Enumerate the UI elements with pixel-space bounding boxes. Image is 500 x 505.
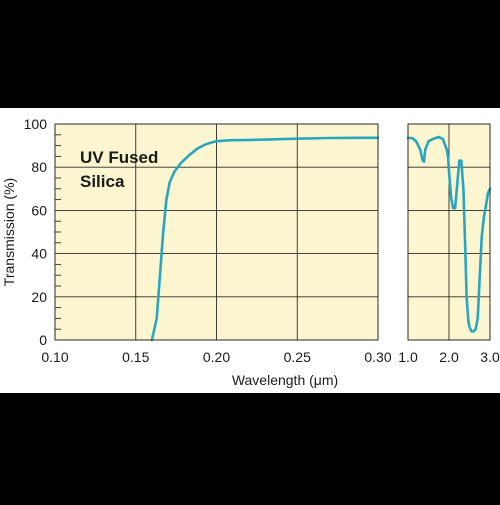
uv-x-tick-label: 0.10 xyxy=(41,349,68,365)
ir-panel: 1.0 2.0 3.0 xyxy=(398,123,500,365)
uv-panel: 0.10 0.15 0.20 0.25 0.30 0 20 40 60 80 100 xyxy=(24,116,392,365)
uv-x-tick-label: 0.15 xyxy=(122,349,149,365)
annotation-line-1: UV Fused xyxy=(80,148,158,167)
uv-x-tick-label: 0.20 xyxy=(203,349,230,365)
uv-transmission-line xyxy=(150,136,380,342)
uv-x-tick-labels: 0.10 0.15 0.20 0.25 0.30 xyxy=(41,349,391,365)
uv-x-tick-label: 0.25 xyxy=(284,349,311,365)
x-axis-label: Wavelength (μm) xyxy=(232,372,338,388)
ir-x-tick-labels: 1.0 2.0 3.0 xyxy=(398,349,500,365)
y-tick-label: 20 xyxy=(31,289,47,305)
y-tick-label: 60 xyxy=(31,202,47,218)
y-tick-label: 100 xyxy=(24,116,48,132)
uv-plot-frame xyxy=(54,123,379,341)
ir-transmission-line xyxy=(406,135,492,333)
y-tick-label: 0 xyxy=(39,332,47,348)
ir-series xyxy=(406,135,492,333)
ir-x-tick-label: 3.0 xyxy=(480,349,500,365)
uv-series xyxy=(150,136,380,342)
ir-x-tick-label: 2.0 xyxy=(439,349,459,365)
uv-x-tick-label: 0.30 xyxy=(364,349,391,365)
ir-plot-frame xyxy=(407,123,491,341)
ir-x-tick-label: 1.0 xyxy=(398,349,418,365)
y-axis-label: Transmission (%) xyxy=(1,178,17,286)
y-tick-label: 40 xyxy=(31,246,47,262)
uv-grid xyxy=(55,124,378,340)
y-tick-label: 80 xyxy=(31,159,47,175)
y-tick-labels: 0 20 40 60 80 100 xyxy=(24,116,48,348)
annotation-line-2: Silica xyxy=(80,172,125,191)
